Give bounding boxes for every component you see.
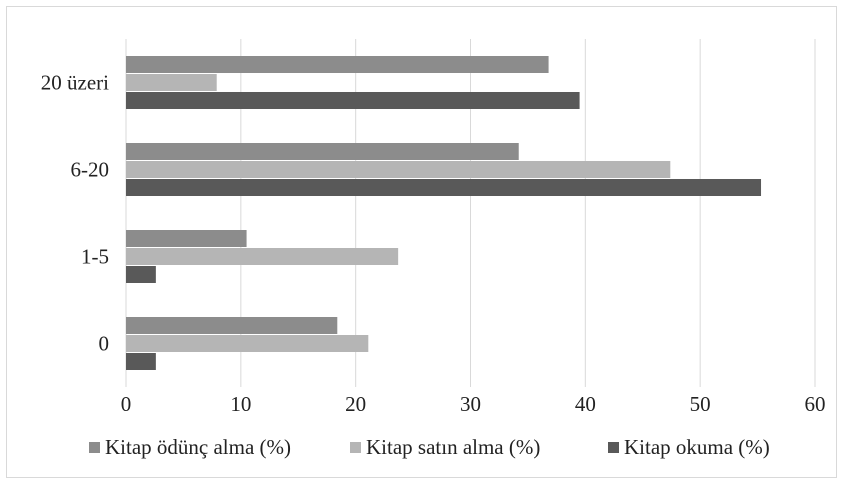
- bar-20-üzeri-series-1: [126, 74, 217, 91]
- legend-item-1: Kitap satın alma (%): [350, 435, 540, 459]
- bar-6-20-series-1: [126, 161, 671, 178]
- bar-1-5-series-2: [126, 266, 156, 283]
- bar-0-series-0: [126, 317, 338, 334]
- bar-20-üzeri-series-2: [126, 92, 580, 109]
- legend-label: Kitap ödünç alma (%): [105, 435, 291, 459]
- bars: [126, 56, 762, 370]
- legend-label: Kitap okuma (%): [624, 435, 770, 459]
- category-label: 6-20: [71, 158, 110, 182]
- category-labels: 0 1-5 6-20 20 üzeri: [41, 71, 109, 356]
- legend-swatch: [89, 442, 100, 453]
- legend-item-2: Kitap okuma (%): [608, 435, 770, 459]
- bar-6-20-series-0: [126, 143, 519, 160]
- x-tick-label: 60: [805, 392, 826, 416]
- bar-0-series-2: [126, 353, 156, 370]
- legend-swatch: [608, 442, 619, 453]
- x-tick-label: 30: [460, 392, 481, 416]
- legend-label: Kitap satın alma (%): [366, 435, 540, 459]
- x-axis-tick-labels: 0 10 20 30 40 50 60: [121, 392, 826, 416]
- bar-chart: 0 1-5 6-20 20 üzeri 0 10 20 30 40 50 60 Kitap ödü…: [41, 39, 826, 459]
- bar-0-series-1: [126, 335, 369, 352]
- bar-1-5-series-1: [126, 248, 399, 265]
- bar-6-20-series-2: [126, 179, 762, 196]
- x-tick-label: 40: [575, 392, 596, 416]
- category-label: 20 üzeri: [41, 71, 109, 95]
- legend: Kitap ödünç alma (%) Kitap satın alma (%)…: [89, 435, 770, 459]
- chart-frame: 0 1-5 6-20 20 üzeri 0 10 20 30 40 50 60 Kitap ödü…: [6, 6, 837, 478]
- bar-20-üzeri-series-0: [126, 56, 549, 73]
- x-tick-label: 50: [690, 392, 711, 416]
- category-label: 1-5: [81, 245, 109, 269]
- legend-item-0: Kitap ödünç alma (%): [89, 435, 291, 459]
- x-tick-label: 20: [345, 392, 366, 416]
- x-tick-label: 10: [230, 392, 251, 416]
- legend-swatch: [350, 442, 361, 453]
- x-tick-label: 0: [121, 392, 132, 416]
- gridlines: [125, 39, 816, 387]
- category-label: 0: [99, 332, 110, 356]
- bar-1-5-series-0: [126, 230, 247, 247]
